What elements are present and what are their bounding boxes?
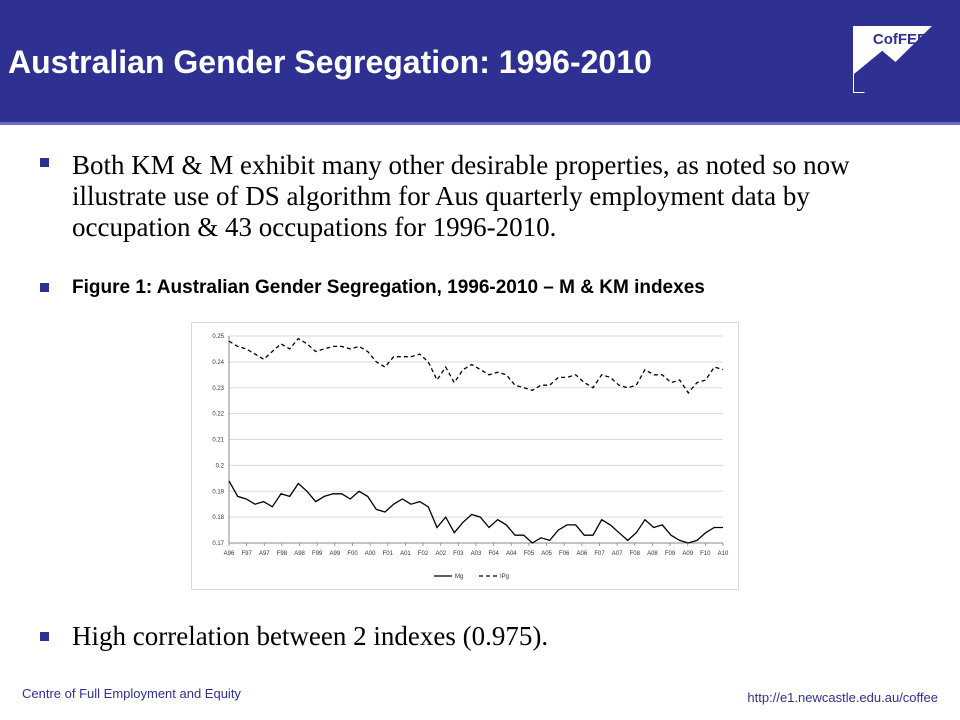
x-tick-label: A02 <box>435 551 446 557</box>
x-tick-label: F08 <box>630 551 641 557</box>
footer-url-link[interactable]: http://e1.newcastle.edu.au/coffee <box>747 690 938 705</box>
series-line-IPg <box>228 337 724 394</box>
logo-text: CofFEE <box>873 31 927 48</box>
x-tick-label: F07 <box>594 551 605 557</box>
x-tick-label: A05 <box>541 551 552 557</box>
y-tick-label: 0.18 <box>212 515 224 521</box>
x-tick-label: A99 <box>330 551 341 557</box>
bullet-marker-2 <box>40 283 49 292</box>
x-tick-label: F05 <box>524 551 535 557</box>
y-tick-label: 0.2 <box>216 463 225 469</box>
segregation-line-chart: 0.17 0.18 0.19 0.2 0.21 0.22 0.23 0.24 0.25 A96 F9… <box>212 334 729 580</box>
x-tick-label: F97 <box>241 551 252 557</box>
coffee-logo: CofFEE <box>851 24 935 95</box>
footer-organization: Centre of Full Employment and Equity <box>22 686 241 701</box>
x-tick-label: A07 <box>612 551 623 557</box>
x-tick-label: F03 <box>453 551 464 557</box>
y-tick-label: 0.22 <box>212 412 224 418</box>
y-tick-label: 0.23 <box>212 386 224 392</box>
x-tick-label: F02 <box>418 551 429 557</box>
x-tick-label: A97 <box>259 551 270 557</box>
x-tick-label: A01 <box>400 551 411 557</box>
legend-label: Mg <box>455 574 463 580</box>
x-tick-label: A00 <box>365 551 376 557</box>
y-tick-label: 0.17 <box>212 541 224 547</box>
bullet-1-text: Both KM & M exhibit many other desirable… <box>72 150 850 242</box>
legend-label: IPg <box>500 574 509 580</box>
title-bar: Australian Gender Segregation: 1996-2010… <box>0 0 960 125</box>
y-tick-label: 0.25 <box>212 334 224 340</box>
x-tick-label: A03 <box>471 551 482 557</box>
y-tick-label: 0.19 <box>212 489 224 495</box>
x-tick-label: A09 <box>682 551 693 557</box>
bullet-marker-1 <box>40 158 49 167</box>
x-tick-label: F00 <box>347 551 358 557</box>
figure-caption: Figure 1: Australian Gender Segregation,… <box>72 277 705 298</box>
x-tick-label: A96 <box>224 551 235 557</box>
x-tick-label: F99 <box>312 551 323 557</box>
x-tick-label: F06 <box>559 551 570 557</box>
bullet-3-text: High correlation between 2 indexes (0.97… <box>72 621 549 651</box>
x-tick-label: F09 <box>665 551 676 557</box>
slide-title: Australian Gender Segregation: 1996-2010 <box>8 44 652 80</box>
series-line-Mg <box>228 480 723 544</box>
x-tick-label: A08 <box>647 551 658 557</box>
x-tick-label: A98 <box>294 551 305 557</box>
x-tick-label: A04 <box>506 551 517 557</box>
x-tick-label: F10 <box>700 551 711 557</box>
bullet-marker-3 <box>40 632 49 641</box>
x-tick-label: F01 <box>383 551 394 557</box>
x-tick-label: F04 <box>488 551 499 557</box>
chart-container: 0.17 0.18 0.19 0.2 0.21 0.22 0.23 0.24 0.25 A96 F9… <box>191 322 739 590</box>
logo-graphic: CofFEE <box>851 24 935 95</box>
y-tick-label: 0.21 <box>212 438 224 444</box>
x-tick-label: F98 <box>277 551 288 557</box>
y-tick-label: 0.24 <box>212 360 224 366</box>
x-tick-label: A06 <box>577 551 588 557</box>
x-tick-label: A10 <box>718 551 729 557</box>
